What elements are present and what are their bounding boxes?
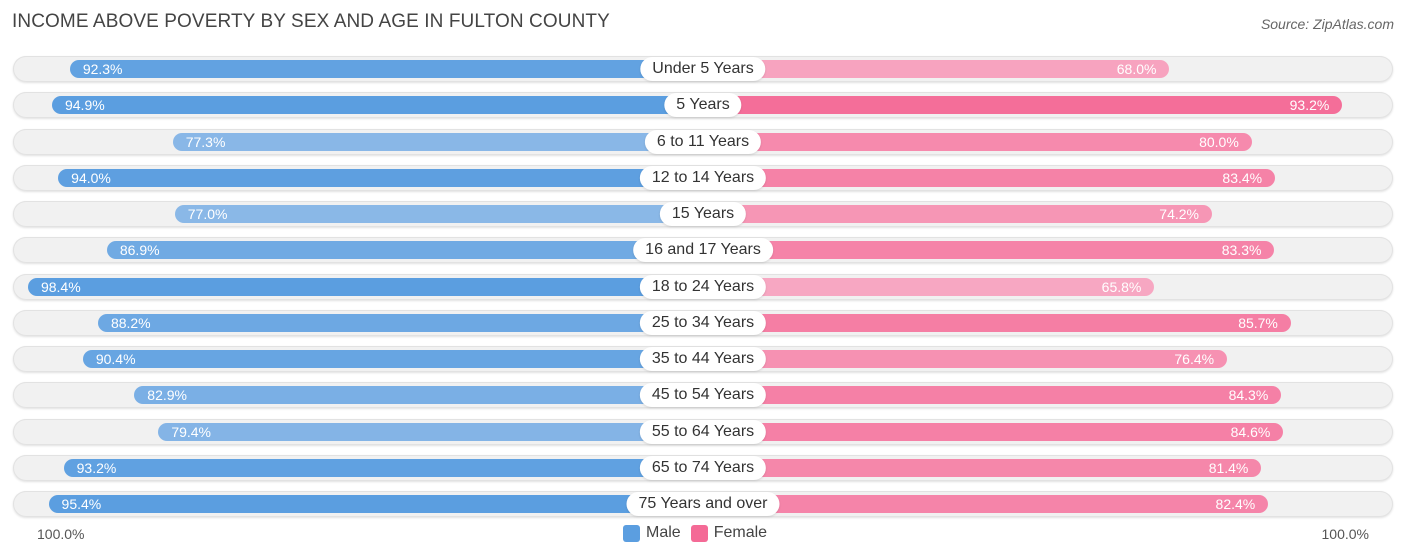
female-value-label: 65.8% bbox=[1101, 278, 1142, 295]
male-bar bbox=[48, 495, 703, 513]
female-value-label: 83.3% bbox=[1221, 242, 1262, 259]
male-value-label: 94.0% bbox=[71, 169, 111, 186]
axis-left-label: 100.0% bbox=[37, 526, 85, 542]
female-bar bbox=[703, 60, 1170, 78]
female-bar bbox=[703, 132, 1252, 151]
female-bar bbox=[703, 96, 1343, 115]
male-value-label: 95.4% bbox=[61, 496, 102, 512]
category-label: 15 Years bbox=[659, 202, 747, 226]
male-value-label: 88.2% bbox=[110, 314, 151, 331]
female-value-label: 80.0% bbox=[1199, 133, 1239, 150]
male-value-label: 90.4% bbox=[95, 351, 136, 367]
male-bar bbox=[134, 386, 703, 405]
female-bar bbox=[703, 386, 1282, 405]
female-bar bbox=[703, 241, 1275, 260]
category-label: 25 to 34 Years bbox=[639, 310, 767, 335]
category-label: 5 Years bbox=[664, 93, 742, 118]
legend-female-label: Female bbox=[713, 524, 768, 541]
female-bar bbox=[703, 495, 1269, 513]
legend: Male Female bbox=[623, 524, 767, 542]
female-value-label: 83.4% bbox=[1222, 169, 1263, 186]
legend-female-swatch bbox=[690, 524, 708, 542]
category-label: 75 Years and over bbox=[626, 492, 780, 516]
category-label: 45 to 54 Years bbox=[639, 383, 767, 408]
category-label: Under 5 Years bbox=[640, 57, 766, 81]
female-value-label: 81.4% bbox=[1208, 459, 1249, 476]
male-bar bbox=[106, 241, 703, 260]
female-value-label: 76.4% bbox=[1174, 351, 1215, 367]
male-bar bbox=[63, 458, 703, 477]
category-label: 12 to 14 Years bbox=[639, 165, 767, 190]
female-bar bbox=[703, 277, 1155, 296]
female-value-label: 74.2% bbox=[1159, 206, 1199, 222]
female-value-label: 84.3% bbox=[1228, 387, 1269, 404]
male-bar bbox=[58, 168, 703, 187]
female-value-label: 84.6% bbox=[1230, 423, 1271, 440]
male-bar bbox=[27, 277, 703, 296]
axis-right-label: 100.0% bbox=[1321, 526, 1369, 542]
male-bar bbox=[172, 132, 703, 151]
category-label: 18 to 24 Years bbox=[639, 274, 767, 299]
legend-male-swatch bbox=[623, 524, 640, 542]
male-value-label: 94.9% bbox=[64, 97, 105, 114]
male-value-label: 82.9% bbox=[147, 387, 187, 404]
legend-male-label: Male bbox=[646, 524, 681, 541]
male-value-label: 93.2% bbox=[76, 459, 117, 476]
legend-female: Female bbox=[690, 524, 768, 542]
female-value-label: 68.0% bbox=[1116, 61, 1157, 77]
male-value-label: 98.4% bbox=[40, 278, 81, 295]
category-label: 55 to 64 Years bbox=[639, 419, 767, 444]
category-label: 65 to 74 Years bbox=[639, 455, 767, 480]
male-value-label: 79.4% bbox=[171, 423, 212, 440]
category-label: 16 and 17 Years bbox=[633, 238, 773, 263]
category-label: 6 to 11 Years bbox=[644, 129, 762, 154]
male-bar bbox=[158, 422, 703, 441]
female-bar bbox=[703, 350, 1228, 368]
male-bar bbox=[82, 350, 703, 368]
male-value-label: 86.9% bbox=[119, 242, 160, 259]
female-value-label: 85.7% bbox=[1238, 314, 1278, 331]
male-value-label: 77.3% bbox=[185, 133, 226, 150]
male-bar bbox=[174, 205, 703, 223]
female-bar bbox=[703, 205, 1212, 223]
female-bar bbox=[703, 168, 1276, 187]
source-credit: Source: ZipAtlas.com bbox=[1260, 16, 1394, 32]
male-bar bbox=[51, 96, 703, 115]
female-value-label: 93.2% bbox=[1289, 97, 1330, 114]
male-bar bbox=[69, 60, 703, 78]
female-bar bbox=[703, 422, 1284, 441]
female-value-label: 82.4% bbox=[1215, 496, 1256, 512]
legend-male: Male bbox=[623, 524, 681, 542]
male-value-label: 77.0% bbox=[187, 206, 228, 222]
female-bar bbox=[703, 458, 1262, 477]
male-bar bbox=[97, 313, 703, 332]
chart-title: INCOME ABOVE POVERTY BY SEX AND AGE IN F… bbox=[12, 11, 610, 32]
female-bar bbox=[703, 313, 1291, 332]
category-label: 35 to 44 Years bbox=[639, 347, 767, 371]
male-value-label: 92.3% bbox=[82, 61, 123, 77]
